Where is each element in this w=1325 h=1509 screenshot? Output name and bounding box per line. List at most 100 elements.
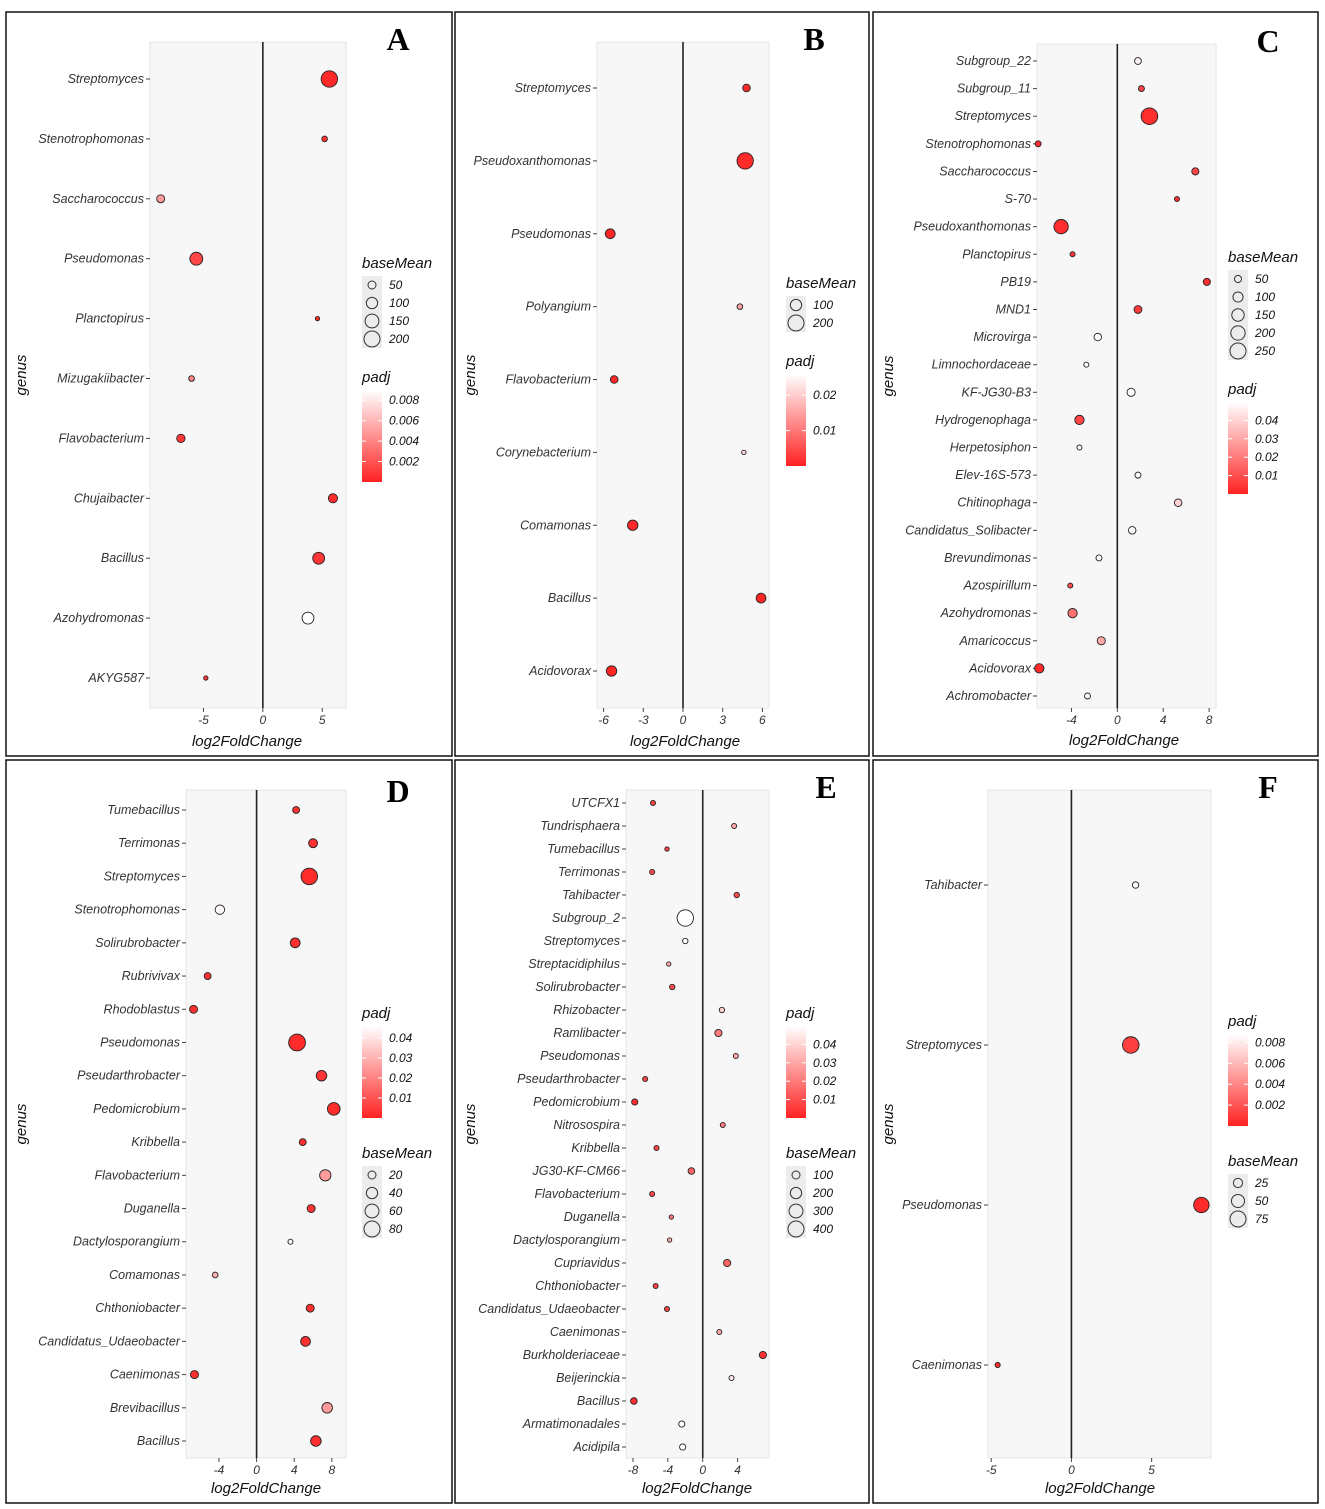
panel-c-point-limnochordaceae xyxy=(1083,361,1090,368)
panel-c-point-elev-16s-573 xyxy=(1134,471,1142,479)
panel-d-point-candidatus-udaeobacter xyxy=(300,1336,311,1347)
panel-c-x-axis-title: log2FoldChange xyxy=(1069,732,1179,749)
panel-c-point-streptomyces xyxy=(1140,107,1159,125)
panel-a-size-legend-key xyxy=(364,313,380,329)
panel-d-point-dactylosporangium xyxy=(287,1238,294,1245)
panel-b-point-pseudomonas xyxy=(604,228,616,240)
panel-e-genus-label: Subgroup_2 xyxy=(552,911,620,925)
panel-c-size-legend-key xyxy=(1230,325,1246,341)
panel-a-y-axis-title: genus xyxy=(13,354,30,395)
panel-b-genus-label: Flavobacterium xyxy=(506,373,591,387)
panel-b-genus-label: Pseudomonas xyxy=(511,227,591,241)
panel-a-size-legend-label: 200 xyxy=(388,332,409,346)
panel-f-x-axis-title: log2FoldChange xyxy=(1045,1480,1155,1497)
panel-f-color-legend-label: 0.008 xyxy=(1255,1035,1285,1049)
panel-d-point-brevibacillus xyxy=(321,1402,333,1414)
panel-c-point-acidovorax xyxy=(1034,663,1045,674)
panel-c-point-planctopirus xyxy=(1069,251,1076,258)
panel-e-genus-label: Burkholderiaceae xyxy=(523,1348,620,1362)
panel-d-genus-label: Rhodoblastus xyxy=(104,1002,180,1016)
panel-d-point-rubrivivax xyxy=(203,972,212,980)
panel-e-size-legend-key xyxy=(791,1170,801,1180)
panel-e-color-bar xyxy=(786,1026,806,1118)
panel-c-color-bar xyxy=(1228,402,1248,494)
panel-a-size-legend-label: 50 xyxy=(389,278,403,292)
panel-a-point-planctopirus xyxy=(314,315,321,322)
panel-d-genus-label: Caenimonas xyxy=(110,1368,180,1382)
panel-d-point-solirubrobacter xyxy=(289,937,301,949)
panel-c-point-amaricoccus xyxy=(1096,636,1106,646)
panel-e-point-duganella xyxy=(668,1214,674,1220)
panel-a-genus-label: Pseudomonas xyxy=(64,252,144,266)
panel-b-size-legend-bg xyxy=(786,296,806,332)
panel-e-plot-area xyxy=(625,789,770,1459)
panel-c: Subgroup_22 Subgroup_11 Streptomyces Stenot… xyxy=(872,11,1319,757)
panel-e-x-tick-label: -4 xyxy=(663,1463,674,1477)
panel-b-x-tick-label: -3 xyxy=(638,713,649,727)
panel-e-size-legend-key xyxy=(788,1203,804,1219)
panel-c-genus-label: Achromobacter xyxy=(945,689,1032,703)
panel-e-point-pseudomonas xyxy=(732,1053,739,1059)
panel-a-genus-label: AKYG587 xyxy=(87,671,145,685)
panel-f-color-legend-label: 0.002 xyxy=(1255,1098,1285,1112)
panel-e-point-terrimonas xyxy=(649,869,656,875)
panel-e-point-nitrosospira xyxy=(719,1122,726,1128)
panel-f-point-caenimonas xyxy=(994,1361,1001,1369)
panel-e-point-dactylosporangium xyxy=(666,1237,673,1243)
panel-f-size-legend-label: 75 xyxy=(1255,1212,1269,1226)
panel-d-genus-label: Brevibacillus xyxy=(110,1401,180,1415)
panel-d-point-chthoniobacter xyxy=(305,1303,315,1313)
panel-d-genus-label: Chthoniobacter xyxy=(95,1301,181,1315)
panel-e-genus-label: Bacillus xyxy=(577,1394,620,1408)
panel-c-size-legend-title: baseMean xyxy=(1228,249,1298,266)
panel-c-point-azospirillum xyxy=(1067,582,1074,589)
panel-c-point-saccharococcus xyxy=(1191,167,1200,176)
panel-d-point-tumebacillus xyxy=(292,806,301,814)
panel-c-point-kf-jg30-b3 xyxy=(1126,387,1136,397)
panel-f-point-tahibacter xyxy=(1131,881,1140,889)
panel-c-genus-label: Hydrogenophaga xyxy=(935,413,1031,427)
panel-c-point-azohydromonas xyxy=(1067,608,1078,619)
panel-e-genus-label: Cupriavidus xyxy=(554,1256,620,1270)
panel-d-x-tick-label: 4 xyxy=(291,1463,298,1477)
panel-d-genus-label: Stenotrophomonas xyxy=(74,903,180,917)
panel-c-size-legend-label: 50 xyxy=(1255,272,1269,286)
panel-b-letter: B xyxy=(803,21,824,57)
panel-d-color-legend-label: 0.04 xyxy=(389,1031,413,1045)
panel-c-point-subgroup-11 xyxy=(1137,85,1145,93)
panel-c-genus-label: Limnochordaceae xyxy=(932,358,1031,372)
panel-f-x-tick-label: 5 xyxy=(1148,1463,1155,1477)
panel-d-size-legend-label: 60 xyxy=(389,1204,403,1218)
panel-c-letter: C xyxy=(1256,23,1279,59)
panel-c-genus-label: Chitinophaga xyxy=(957,496,1031,510)
panel-c-genus-label: Acidovorax xyxy=(968,661,1032,675)
panel-c-size-legend-label: 200 xyxy=(1254,326,1275,340)
panel-e-genus-label: Chthoniobacter xyxy=(535,1279,621,1293)
panel-e-point-chthoniobacter xyxy=(652,1283,659,1289)
panel-a-size-legend-label: 150 xyxy=(389,314,409,328)
panel-b-x-tick-label: 3 xyxy=(719,713,726,727)
panel-f-size-legend-label: 50 xyxy=(1255,1194,1269,1208)
panel-e-point-streptacidiphilus xyxy=(666,961,672,967)
panel-e-size-legend-title: baseMean xyxy=(786,1145,856,1162)
panel-c-genus-label: Stenotrophomonas xyxy=(925,137,1031,151)
panel-c-plot-area xyxy=(1036,43,1217,709)
panel-e-letter: E xyxy=(815,769,836,805)
panel-c-point-pb19 xyxy=(1202,277,1211,286)
panel-e-genus-label: Caenimonas xyxy=(550,1325,620,1339)
panel-f-color-legend-title: padj xyxy=(1227,1013,1257,1030)
panel-a-point-mizugakiibacter xyxy=(188,375,195,382)
panel-b-size-legend-key xyxy=(787,314,805,332)
panel-d-x-axis-title: log2FoldChange xyxy=(211,1480,321,1497)
panel-e-x-axis-title: log2FoldChange xyxy=(642,1480,752,1497)
panel-d-genus-label: Comamonas xyxy=(109,1268,180,1282)
panel-c-point-herpetosiphon xyxy=(1076,444,1083,451)
panel-c-color-legend-label: 0.03 xyxy=(1255,432,1279,446)
panel-e-genus-label: Kribbella xyxy=(571,1141,620,1155)
panel-d-point-kribbella xyxy=(298,1138,307,1147)
panel-b-genus-label: Polyangium xyxy=(526,300,591,314)
panel-a-x-tick-label: 0 xyxy=(260,713,267,727)
panel-a-letter: A xyxy=(386,21,409,57)
panel-f-size-legend-key xyxy=(1229,1210,1247,1228)
panel-e-genus-label: Solirubrobacter xyxy=(535,980,621,994)
